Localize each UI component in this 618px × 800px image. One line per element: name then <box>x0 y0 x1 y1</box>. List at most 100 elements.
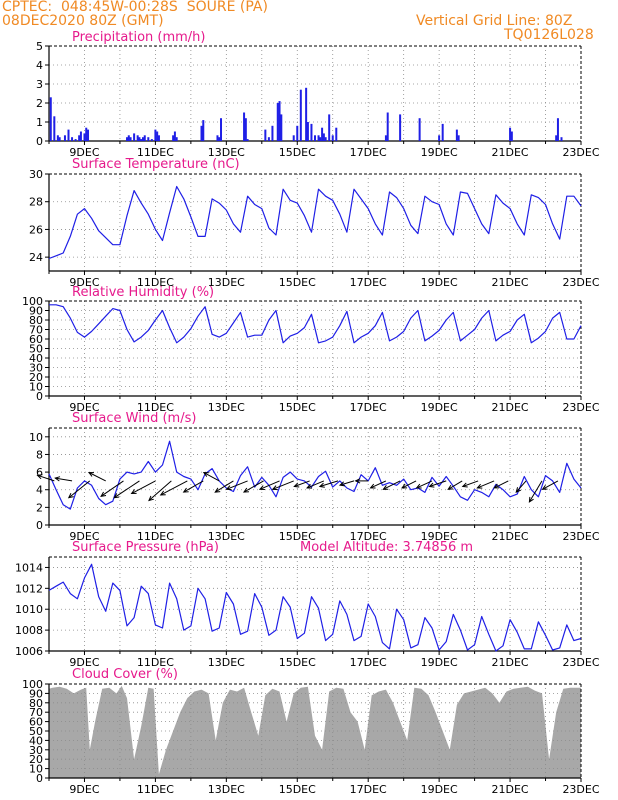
wind-arrow <box>528 480 543 503</box>
precipitation-xtick-label: 19DEC <box>421 146 458 159</box>
precipitation-bar <box>56 135 59 141</box>
precipitation-xtick-label: 11DEC <box>137 146 174 159</box>
wind-arrow <box>447 480 463 490</box>
precipitation-title: Precipitation (mm/h) <box>72 30 205 45</box>
precipitation-xtick-label: 21DEC <box>492 146 529 159</box>
cloud-cover-xtick-label: 11DEC <box>137 783 174 796</box>
wind-arrow-head <box>401 483 408 489</box>
humidity-ytick-label: 90 <box>29 305 43 318</box>
cloud-cover-title: Cloud Cover (%) <box>72 667 178 682</box>
pressure-xtick-label: 15DEC <box>279 656 316 669</box>
precipitation-bar <box>310 123 313 141</box>
pressure-ytick-label: 1012 <box>15 582 43 595</box>
wind-arrow-head <box>54 476 61 482</box>
cloud-cover-ytick-label: 20 <box>29 753 43 766</box>
wind-arrow <box>160 480 188 496</box>
header-location: CPTEC: 048:45W-00:28S SOURE (PA) <box>2 0 268 15</box>
humidity-ytick-label: 10 <box>29 381 43 394</box>
precipitation-bar <box>319 137 322 141</box>
cloud-cover-ytick-label: 70 <box>29 706 43 719</box>
wind-arrow <box>148 480 172 501</box>
wind-arrow-head <box>515 487 522 493</box>
precipitation-bar <box>58 137 61 141</box>
wind-arrow-head <box>87 471 94 477</box>
wind-arrow <box>88 472 106 482</box>
precipitation-xtick-label: 23DEC <box>562 146 599 159</box>
wind-arrow <box>339 480 355 486</box>
cloud-cover-ytick-label: 100 <box>22 678 43 691</box>
wind-arrow <box>131 480 156 494</box>
wind-arrow-head <box>148 495 154 502</box>
precipitation-bar <box>49 97 52 141</box>
precipitation-bar <box>321 127 324 141</box>
cloud-cover-ytick-label: 90 <box>29 687 43 700</box>
precipitation-bar <box>555 135 558 141</box>
precipitation-bar <box>83 133 86 141</box>
precipitation-bar <box>296 125 299 141</box>
humidity-xtick-label: 21DEC <box>492 401 529 414</box>
precipitation-bar <box>129 137 132 141</box>
humidity-ytick-label: 40 <box>29 352 43 365</box>
precipitation-bar <box>216 135 219 141</box>
precipitation-xtick-label: 13DEC <box>208 146 245 159</box>
precipitation-bar <box>271 125 274 141</box>
wind-arrow-head <box>271 485 278 491</box>
precipitation-bar <box>305 87 308 141</box>
wind-arrow-head <box>182 487 189 493</box>
pressure-xtick-label: 11DEC <box>137 656 174 669</box>
precipitation-bar <box>78 135 81 141</box>
precipitation-bar <box>556 118 559 141</box>
precipitation-bar <box>71 137 74 141</box>
precipitation-bar <box>143 135 146 141</box>
precipitation-bar <box>243 112 246 141</box>
wind-arrow <box>294 480 310 487</box>
precipitation-ytick-label: 2 <box>36 97 43 110</box>
wind-arrow <box>383 480 401 490</box>
wind-arrow <box>113 480 140 499</box>
humidity-xtick-label: 23DEC <box>562 401 599 414</box>
precipitation-bar <box>218 137 221 141</box>
wind-arrow <box>370 480 387 489</box>
precipitation-bar <box>220 118 223 141</box>
precipitation-bar <box>441 123 444 141</box>
wind-ytick-label: 0 <box>36 519 43 532</box>
humidity-ytick-label: 60 <box>29 333 43 346</box>
temperature-xtick-label: 21DEC <box>492 276 529 289</box>
cloud-cover-xtick-label: 13DEC <box>208 783 245 796</box>
precipitation-bar <box>244 118 247 141</box>
wind-arrow-head <box>293 482 300 488</box>
humidity-xtick-label: 17DEC <box>350 401 387 414</box>
precipitation-bar <box>150 139 153 141</box>
humidity-ytick-label: 70 <box>29 324 43 337</box>
precipitation-bar <box>457 135 460 141</box>
wind-arrow <box>226 480 248 490</box>
wind-ytick-label: 2 <box>36 501 43 514</box>
precipitation-bar <box>267 137 270 141</box>
wind-arrow-head <box>318 482 325 488</box>
wind-arrow <box>542 480 559 490</box>
cloud-cover-area <box>49 685 581 778</box>
precipitation-bar <box>455 129 458 141</box>
humidity-ytick-label: 80 <box>29 314 43 327</box>
temperature-xtick-label: 15DEC <box>279 276 316 289</box>
precipitation-bar <box>136 135 139 141</box>
precipitation-bar <box>335 127 338 141</box>
cloud-cover-xtick-label: 17DEC <box>350 783 387 796</box>
precipitation-bar <box>154 129 157 141</box>
wind-arrow <box>429 480 447 487</box>
precipitation-bar <box>331 135 334 141</box>
humidity-xtick-label: 11DEC <box>137 401 174 414</box>
cloud-cover-ytick-label: 50 <box>29 725 43 738</box>
wind-arrow-head <box>461 482 468 488</box>
wind-ytick-label: 4 <box>36 484 43 497</box>
pressure-xtick-label: 21DEC <box>492 656 529 669</box>
cloud-cover-ytick-label: 60 <box>29 716 43 729</box>
humidity-xtick-label: 13DEC <box>208 401 245 414</box>
precipitation-ytick-label: 1 <box>36 116 43 129</box>
wind-arrow <box>100 480 124 497</box>
humidity-series-line <box>49 304 582 344</box>
precipitation-bar <box>322 133 325 141</box>
cloud-cover-ytick-label: 0 <box>36 772 43 785</box>
temperature-ytick-label: 28 <box>29 196 43 209</box>
